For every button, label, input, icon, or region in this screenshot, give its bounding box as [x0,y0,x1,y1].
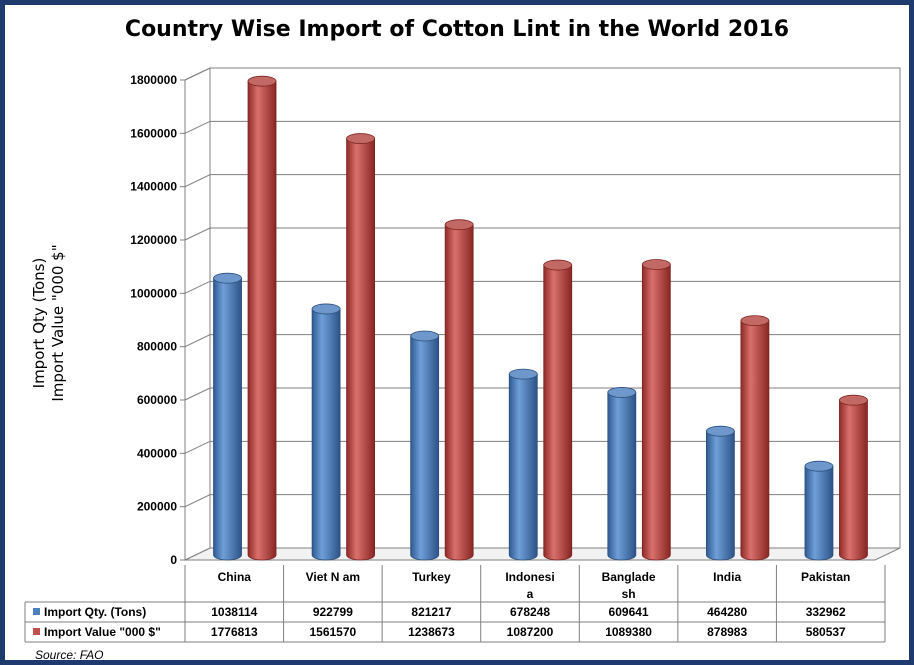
bar-qty-5 [705,425,735,561]
legend-label-qty: Import Qty. (Tons) [44,605,146,619]
bar-body [607,392,637,561]
bar-cap [213,272,242,284]
x-tick-label: Banglade [602,570,656,584]
bar-body [641,264,671,561]
table-cell-qty: 464280 [707,605,747,619]
table-cell-qty: 821217 [411,605,451,619]
table-cell-value: 1561570 [309,625,356,639]
y-tick-label: 600000 [137,393,177,407]
bar-cap [607,387,637,398]
y-tick-label: 1600000 [130,126,177,140]
bar-cap [247,75,277,87]
bar-body [247,80,277,561]
x-tick-label: Viet N am [306,570,360,584]
x-tick-label: Indonesi [505,570,554,584]
bar-cap [641,259,671,270]
bar-value-4 [641,259,671,561]
y-tick-label: 0 [170,553,177,567]
source-note: Source: FAO [35,648,104,662]
table-cell-qty: 332962 [806,605,846,619]
bar-value-6 [839,394,868,561]
bar-cap [346,133,376,144]
bar-cap [444,219,474,231]
bar-cap [410,330,440,342]
bar-cap [705,425,735,437]
chart-title: Country Wise Import of Cotton Lint in th… [124,17,790,42]
gridline [184,227,900,241]
bar-cap [740,315,770,327]
legend-swatch-qty [33,608,40,615]
bar-body [705,430,735,561]
bar-cap [311,303,341,315]
y-tick-label: 1200000 [130,233,177,247]
plot-floor [184,547,901,561]
bar-value-5 [740,315,770,561]
chart-plot: 0 200000 400000 600000 800000 1000000 1200000 1… [24,67,901,643]
bar-body [740,320,770,561]
table-cell-value: 878983 [707,625,747,639]
bar-body [839,399,868,561]
x-tick-label: a [527,587,534,601]
bar-cap [543,259,573,271]
bar-qty-2 [410,330,440,561]
bar-value-3 [543,259,573,561]
bar-qty-3 [508,368,538,561]
table-cell-value: 580537 [806,625,846,639]
y-tick-label: 1400000 [130,180,177,194]
table-cell-qty: 922799 [313,605,353,619]
bar-body [508,373,538,561]
bar-body [311,308,341,561]
gridline [184,67,900,81]
bar-value-0 [247,75,277,561]
x-tick-label: sh [622,587,636,601]
table-cell-value: 1087200 [507,625,554,639]
bar-qty-4 [607,387,637,561]
x-tick-label: Turkey [412,570,451,584]
x-tick-label: Pakistan [801,570,850,584]
legend-swatch-value [33,628,40,635]
bar-body [410,335,440,561]
y-tick-label: 1000000 [130,286,177,300]
bar-body [346,138,375,561]
table-cell-value: 1238673 [408,625,455,639]
plot-side-wall [184,67,211,561]
bar-qty-1 [311,303,341,561]
bar-body [444,224,474,561]
bar-cap [508,368,538,380]
table-cell-qty: 609641 [609,605,649,619]
bar-cap [804,460,834,472]
bar-body [213,277,242,561]
y-tick-label: 800000 [137,340,177,354]
x-tick-label: China [218,570,252,584]
bar-body [804,465,834,561]
table-cell-qty: 1038114 [211,605,257,619]
y-tick-label: 400000 [137,446,177,460]
bar-body [543,264,573,561]
y-tick-label: 1800000 [130,73,177,87]
bar-value-2 [444,219,474,561]
bar-cap [839,394,868,406]
table-cell-value: 1776813 [211,625,258,639]
table-cell-qty: 678248 [510,605,550,619]
gridline [184,120,900,134]
bar-qty-0 [213,272,242,561]
legend-label-value: Import Value "000 $" [44,625,161,639]
table-cell-value: 1089380 [605,625,652,639]
bar-qty-6 [804,460,834,561]
gridline [184,174,900,188]
bar-value-1 [346,133,376,561]
x-tick-label: India [713,570,741,584]
y-tick-label: 200000 [137,500,177,514]
